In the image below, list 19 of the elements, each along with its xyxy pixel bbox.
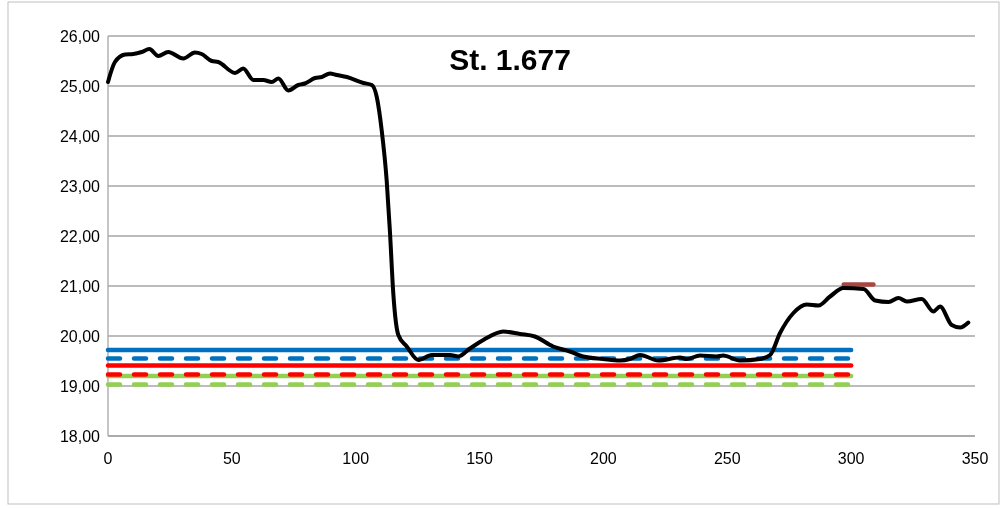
y-tick-label: 22,00 (59, 227, 101, 245)
y-tick-label: 25,00 (59, 77, 101, 95)
x-tick-label: 100 (342, 450, 370, 467)
y-tick-label: 18,00 (59, 427, 101, 445)
x-tick-label: 150 (466, 450, 494, 467)
x-tick-label: 350 (961, 450, 989, 467)
line-series (106, 47, 971, 363)
x-tick-label: 0 (103, 450, 113, 467)
x-tick-label: 50 (222, 450, 241, 467)
y-tick-label: 21,00 (59, 277, 101, 295)
y-tick-label: 26,00 (59, 27, 101, 45)
y-tick-label: 19,00 (59, 377, 101, 395)
chart-title: St. 1.677 (449, 43, 571, 76)
y-tick-label: 24,00 (59, 127, 101, 145)
x-tick-label: 300 (837, 450, 865, 467)
y-tick-label: 20,00 (59, 327, 101, 345)
x-tick-label: 250 (713, 450, 741, 467)
y-tick-label: 23,00 (59, 177, 101, 195)
x-tick-label: 200 (590, 450, 617, 467)
